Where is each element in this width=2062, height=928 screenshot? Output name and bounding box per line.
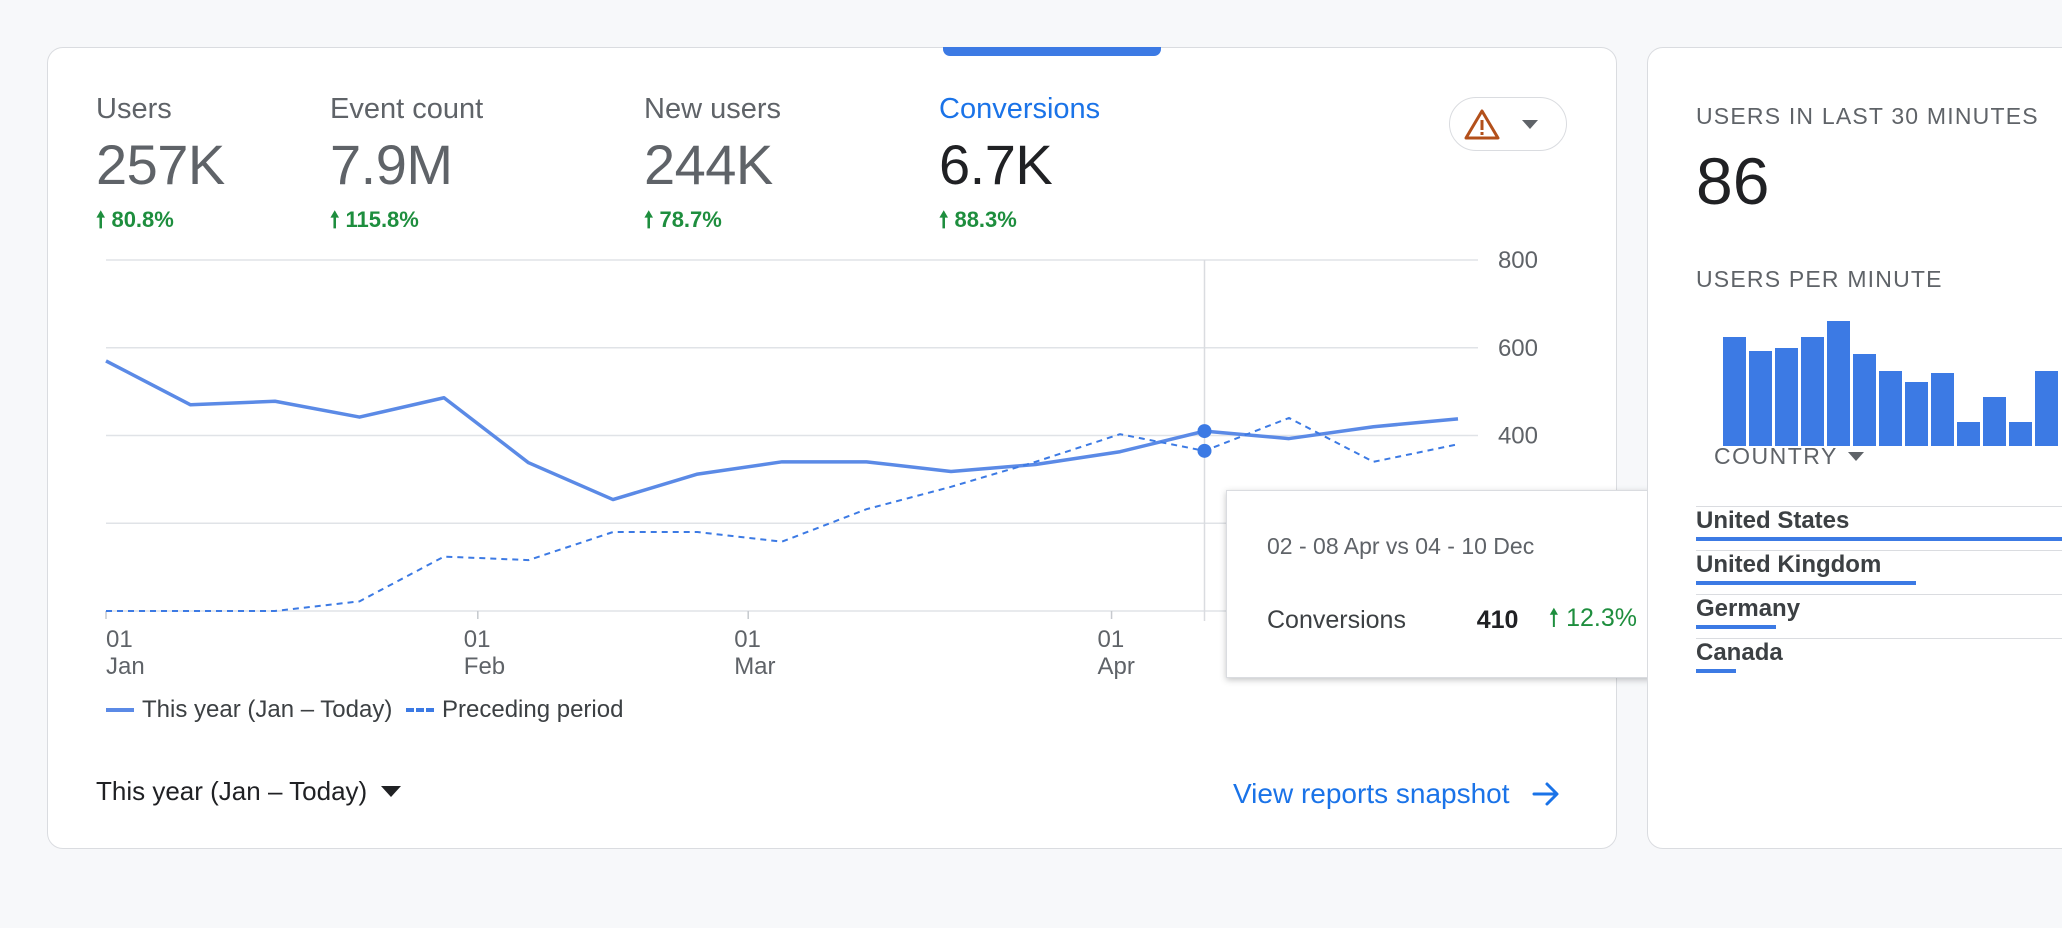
per-minute-bar xyxy=(2009,422,2032,446)
arrow-up-icon: 🠕 xyxy=(96,207,106,232)
metric-new-users[interactable]: New users 244K 🠕 78.7% xyxy=(644,93,781,241)
y-tick-label: 800 xyxy=(1498,247,1538,274)
tooltip-value: 410 xyxy=(1476,606,1519,634)
per-minute-bar xyxy=(1801,337,1824,446)
metric-label: New users xyxy=(644,93,781,125)
metric-label: Event count xyxy=(330,93,484,125)
users-per-minute-chart xyxy=(1723,310,2062,446)
per-minute-bar xyxy=(1723,337,1746,446)
warning-triangle-icon xyxy=(1464,109,1500,140)
legend-preceding-period: Preceding period xyxy=(406,696,623,724)
arrow-right-icon xyxy=(1532,782,1559,806)
legend-label: Preceding period xyxy=(442,696,624,723)
legend-dashed-swatch xyxy=(406,708,434,712)
metric-users[interactable]: Users 257K 🠕 80.8% xyxy=(96,93,225,241)
country-share-bar xyxy=(1696,581,1916,585)
metric-change: 🠕 80.8% xyxy=(96,203,225,241)
country-name: United Kingdom xyxy=(1696,551,1882,578)
tooltip-date-range: 02 - 08 Apr vs 04 - 10 Dec xyxy=(1267,533,1535,559)
metric-label: Users xyxy=(96,93,172,125)
x-tick-label-day: 01 xyxy=(106,626,133,653)
date-range-selector[interactable]: This year (Jan – Today) xyxy=(96,776,402,807)
metric-event-count[interactable]: Event count 7.9M 🠕 115.8% xyxy=(330,93,483,241)
x-tick-label-month: Apr xyxy=(1098,653,1135,680)
caret-down-icon xyxy=(381,786,402,797)
caret-down-icon xyxy=(1522,119,1538,129)
tooltip-metric: Conversions xyxy=(1267,606,1406,634)
per-minute-bar xyxy=(1749,351,1772,446)
x-tick-label-day: 01 xyxy=(464,626,491,653)
overview-card: Users 257K 🠕 80.8% Event count 7.9M 🠕 115.… xyxy=(47,47,1617,849)
country-dimension-selector[interactable]: COUNTRY xyxy=(1714,443,1864,470)
country-row[interactable]: United Kingdom xyxy=(1696,550,2062,595)
country-header-label: COUNTRY xyxy=(1714,443,1838,469)
country-row[interactable]: Canada xyxy=(1696,638,2062,683)
metric-value: 6.7K xyxy=(939,133,1053,196)
view-reports-snapshot-link[interactable]: View reports snapshot xyxy=(1233,778,1560,810)
per-minute-bar xyxy=(1827,321,1850,446)
metric-value: 7.9M xyxy=(330,133,453,196)
users-last-30-value: 86 xyxy=(1696,144,1770,218)
y-tick-label: 400 xyxy=(1498,423,1538,450)
metric-conversions[interactable]: Conversions 6.7K 🠕 88.3% xyxy=(939,93,1100,241)
arrow-up-icon: 🠕 xyxy=(330,207,340,232)
metric-value: 257K xyxy=(96,133,225,196)
arrow-up-icon: 🠕 xyxy=(644,207,654,232)
metric-label: Conversions xyxy=(939,93,1101,125)
date-range-label: This year (Jan – Today) xyxy=(96,776,368,806)
view-reports-label: View reports snapshot xyxy=(1233,778,1510,809)
chart-tooltip: 02 - 08 Apr vs 04 - 10 Dec Conversions 4… xyxy=(1226,490,1664,678)
row-divider xyxy=(1696,594,2062,595)
legend-this-year: This year (Jan – Today) xyxy=(106,696,392,724)
country-row[interactable]: United States xyxy=(1696,506,2062,551)
x-tick-label-month: Mar xyxy=(734,653,775,680)
legend-solid-swatch xyxy=(106,708,134,712)
series-line-preceding-period xyxy=(106,416,1459,612)
users-last-30-label: USERS IN LAST 30 MINUTES xyxy=(1696,103,2039,129)
country-row[interactable]: Germany xyxy=(1696,594,2062,639)
country-name: Germany xyxy=(1696,595,1801,622)
metric-value: 244K xyxy=(644,133,773,196)
data-point xyxy=(1197,424,1212,439)
country-share-bar xyxy=(1696,669,1736,673)
data-point xyxy=(1197,443,1212,458)
x-tick-label-month: Feb xyxy=(464,653,505,680)
row-divider xyxy=(1696,550,2062,551)
series-line-this-year xyxy=(105,359,1459,502)
country-share-bar xyxy=(1696,537,2062,541)
y-tick-label: 600 xyxy=(1498,335,1538,362)
x-tick-label-month: Jan xyxy=(106,653,145,680)
arrow-up-icon: 🠕 xyxy=(1548,604,1567,632)
caret-down-icon xyxy=(1847,452,1864,461)
realtime-card: USERS IN LAST 30 MINUTES 86 USERS PER MI… xyxy=(1647,47,2062,849)
metric-change: 🠕 78.7% xyxy=(644,203,781,241)
per-minute-bar xyxy=(1775,348,1798,446)
arrow-up-icon: 🠕 xyxy=(939,207,949,232)
x-tick-label-day: 01 xyxy=(734,626,761,653)
per-minute-bar xyxy=(1957,422,1980,446)
per-minute-bar xyxy=(1983,397,2006,446)
row-divider xyxy=(1696,506,2062,507)
legend-label: This year (Jan – Today) xyxy=(142,696,393,723)
insights-alert-button[interactable] xyxy=(1449,97,1567,151)
per-minute-bar xyxy=(2035,371,2058,446)
country-name: Canada xyxy=(1696,639,1783,666)
country-name: United States xyxy=(1696,507,1850,534)
per-minute-bar xyxy=(1879,371,1902,446)
per-minute-bar xyxy=(1853,354,1876,446)
tooltip-row: Conversions 410 🠕 12.3% xyxy=(1267,599,1637,642)
metric-change: 🠕 115.8% xyxy=(330,203,483,241)
per-minute-bar xyxy=(1905,382,1928,446)
row-divider xyxy=(1696,638,2062,639)
tooltip-change: 🠕 12.3% xyxy=(1548,604,1637,632)
country-share-bar xyxy=(1696,625,1776,629)
active-tab-indicator xyxy=(943,47,1161,56)
per-minute-bar xyxy=(1931,373,1954,446)
metric-change: 🠕 88.3% xyxy=(939,203,1100,241)
x-tick-label-day: 01 xyxy=(1098,626,1125,653)
users-per-minute-label: USERS PER MINUTE xyxy=(1696,266,1943,292)
